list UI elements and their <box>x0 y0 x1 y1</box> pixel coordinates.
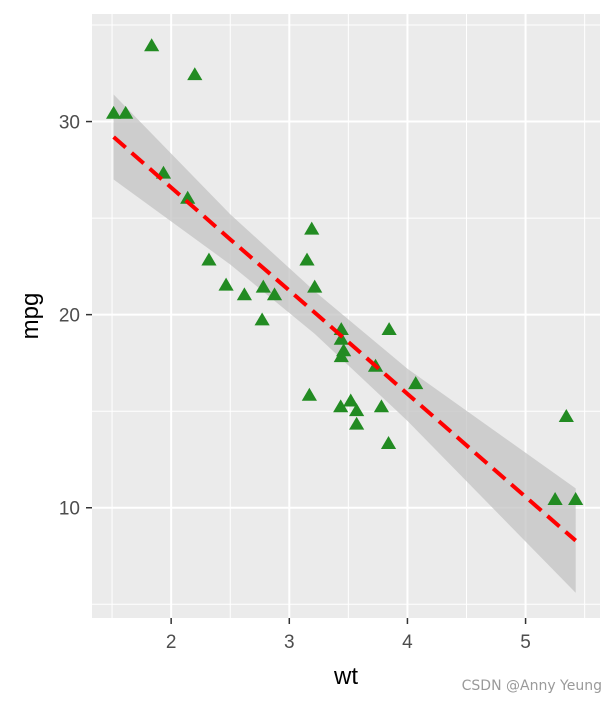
axes: 2 3 4 5 10 20 30 <box>59 113 531 653</box>
data-point <box>218 277 234 291</box>
data-point <box>380 436 397 449</box>
data-point <box>343 393 359 407</box>
data-point <box>373 399 390 413</box>
regression-line <box>112 135 577 543</box>
data-point <box>349 416 365 430</box>
data-point <box>408 376 424 390</box>
data-point <box>307 279 323 293</box>
data-point <box>547 492 563 505</box>
data-points <box>106 38 584 505</box>
y-tick-label: 30 <box>59 113 80 134</box>
x-axis-title: wt <box>333 663 358 690</box>
major-gridlines <box>92 14 600 618</box>
data-point <box>381 322 397 336</box>
data-point <box>201 252 217 266</box>
data-point <box>236 287 252 301</box>
data-point <box>187 67 203 81</box>
data-point <box>299 252 315 266</box>
data-point <box>304 221 320 235</box>
data-point <box>558 408 574 422</box>
data-point <box>254 312 270 326</box>
y-axis-title: mpg <box>17 293 44 340</box>
x-tick-label: 2 <box>166 632 177 653</box>
regression-line-path <box>112 135 577 543</box>
data-point <box>349 403 365 417</box>
y-tick-label: 10 <box>59 499 80 520</box>
data-point <box>301 387 317 401</box>
data-point <box>568 492 584 505</box>
data-point <box>333 349 349 363</box>
data-point <box>106 105 122 119</box>
x-tick-label: 4 <box>402 632 413 653</box>
data-point <box>333 399 349 413</box>
watermark: CSDN @Anny Yeung <box>461 678 602 694</box>
data-point <box>266 287 283 301</box>
data-point <box>255 279 271 293</box>
y-tick-label: 20 <box>59 306 80 327</box>
x-tick-label: 3 <box>284 632 295 653</box>
data-point <box>180 190 196 204</box>
x-tick-label: 5 <box>520 632 531 653</box>
data-point <box>118 105 134 119</box>
data-point <box>144 38 160 52</box>
